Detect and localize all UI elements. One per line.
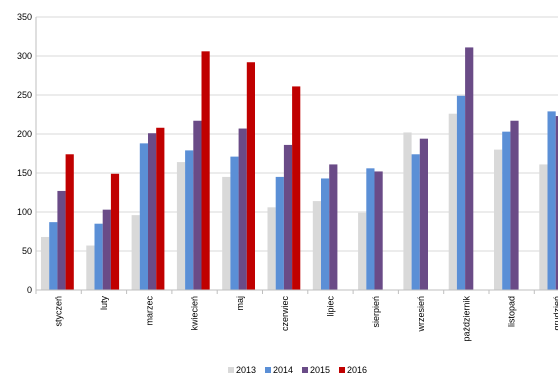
legend-label-2015: 2015 <box>310 365 330 373</box>
bar-2014-6 <box>321 178 330 290</box>
bar-2015-8 <box>419 138 428 290</box>
x-tick-label: maj <box>235 296 245 311</box>
bar-2014-4 <box>230 156 239 290</box>
bar-2014-10 <box>502 131 511 290</box>
bar-2014-3 <box>185 150 194 290</box>
bar-2013-8 <box>403 132 412 290</box>
y-tick-label: 50 <box>22 246 32 256</box>
bar-2016-3 <box>201 51 210 290</box>
y-axis-ticks: 0 50 100 150 200 250 300 350 <box>17 12 32 295</box>
bar-2015-6 <box>329 164 338 290</box>
y-tick-label: 150 <box>17 168 32 178</box>
bar-2013-7 <box>358 212 367 290</box>
bar-2015-11 <box>555 116 558 290</box>
x-tick-label: lipiec <box>325 296 335 317</box>
x-tick-label: czerwiec <box>280 296 290 332</box>
legend-swatch-2013 <box>228 367 234 373</box>
y-tick-label: 250 <box>17 90 32 100</box>
x-tick-label: kwiecień <box>190 296 200 331</box>
bar-2015-9 <box>465 47 474 290</box>
x-axis-ticks: styczeń luty marzec kwiecień maj czerwiec lipi… <box>35 290 558 342</box>
bar-2016-1 <box>110 173 120 290</box>
legend-label-2016: 2016 <box>347 365 367 373</box>
legend-swatch-2015 <box>302 367 308 373</box>
bars <box>41 47 558 291</box>
bar-2013-10 <box>494 149 503 290</box>
bar-2013-5 <box>267 207 276 290</box>
legend-swatch-2014 <box>265 367 271 373</box>
bar-2013-1 <box>86 245 95 290</box>
bar-2014-2 <box>139 143 148 290</box>
bar-2015-5 <box>283 144 293 290</box>
bar-2015-4 <box>238 128 247 290</box>
bar-2014-1 <box>94 223 103 290</box>
x-tick-label: październik <box>461 296 471 342</box>
bar-2013-6 <box>312 201 321 290</box>
legend: 2013 2014 2015 2016 <box>228 365 367 373</box>
legend-label-2014: 2014 <box>273 365 293 373</box>
x-tick-label: marzec <box>144 296 154 326</box>
y-tick-label: 300 <box>17 51 32 61</box>
bar-2013-4 <box>222 176 231 290</box>
bar-2015-2 <box>148 133 157 290</box>
bar-2016-0 <box>65 154 74 290</box>
bar-2016-5 <box>292 86 301 290</box>
bar-2014-9 <box>456 95 466 290</box>
y-tick-label: 350 <box>17 12 32 22</box>
y-tick-label: 200 <box>17 129 32 139</box>
bar-2014-8 <box>411 154 420 290</box>
bar-2014-11 <box>547 111 556 290</box>
bar-2013-3 <box>176 162 186 290</box>
bar-2015-3 <box>193 120 202 291</box>
bar-2014-7 <box>366 168 375 290</box>
legend-swatch-2016 <box>339 367 345 373</box>
x-tick-label: grudzień <box>552 296 558 331</box>
bar-2015-0 <box>57 190 66 290</box>
bar-2015-1 <box>102 209 111 290</box>
x-tick-label: listopad <box>507 296 517 327</box>
bar-2016-2 <box>156 127 165 290</box>
bar-2014-5 <box>275 176 284 290</box>
x-tick-label: styczeń <box>54 296 64 327</box>
y-tick-label: 0 <box>27 285 32 295</box>
bar-2013-0 <box>41 236 50 290</box>
bar-2013-9 <box>448 113 457 290</box>
x-tick-label: luty <box>99 296 109 311</box>
bar-2015-10 <box>510 120 519 291</box>
legend-label-2013: 2013 <box>236 365 256 373</box>
bar-2013-2 <box>131 215 140 290</box>
x-tick-label: wrzesień <box>416 296 426 333</box>
y-tick-label: 100 <box>17 207 32 217</box>
bar-2016-4 <box>246 62 255 290</box>
bar-2015-7 <box>374 171 383 290</box>
x-tick-label: sierpień <box>371 296 381 328</box>
bar-2013-11 <box>539 164 548 290</box>
bar-2014-0 <box>49 222 58 290</box>
